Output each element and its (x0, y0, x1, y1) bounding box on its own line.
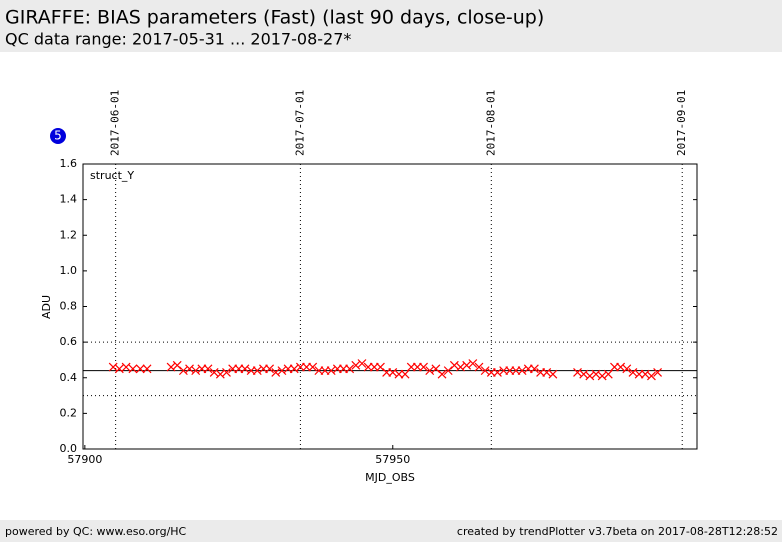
y-tick-label: 1.6 (60, 157, 78, 170)
data-point (468, 359, 478, 368)
data-point (135, 364, 145, 374)
data-point (622, 364, 632, 374)
data-point (542, 367, 552, 377)
data-point (351, 360, 361, 370)
data-point (653, 367, 663, 377)
x2-tick-label: 2017-07-01 (293, 90, 306, 156)
y-tick-label: 1.4 (60, 193, 78, 206)
data-point (203, 364, 213, 374)
data-point (178, 366, 188, 376)
y-axis-label: ADU (40, 295, 53, 319)
data-point (480, 366, 490, 376)
data-point (400, 369, 410, 379)
data-point (628, 367, 638, 377)
data-point (240, 364, 250, 374)
data-point (585, 371, 595, 381)
data-point (597, 371, 607, 381)
data-point (456, 362, 465, 372)
data-point (114, 364, 124, 374)
badge-label: 5 (54, 129, 62, 143)
x-axis-label: MJD_OBS (365, 471, 415, 484)
data-point (647, 371, 656, 381)
header-band (0, 0, 782, 52)
y-tick-label: 0.8 (60, 300, 78, 313)
data-point (357, 359, 367, 368)
data-point (142, 364, 152, 374)
data-point (215, 369, 225, 379)
x2-tick-label: 2017-06-01 (109, 90, 122, 156)
x-tick-label: 57900 (67, 453, 102, 466)
data-point (277, 366, 287, 376)
y-tick-label: 0.6 (60, 335, 78, 348)
footer-band (0, 520, 782, 542)
data-point (591, 369, 601, 379)
data-point (345, 364, 355, 374)
data-point (573, 367, 582, 377)
footer-right: created by trendPlotter v3.7beta on 2017… (457, 525, 778, 538)
data-point (425, 366, 435, 376)
data-point (326, 366, 336, 376)
data-point (419, 362, 428, 372)
y-tick-label: 1.0 (60, 264, 78, 277)
data-point (517, 366, 527, 376)
data-point (474, 362, 484, 372)
data-point (265, 364, 275, 374)
y-tick-label: 0.2 (60, 406, 78, 419)
chart-title: struct_Y (90, 169, 134, 182)
footer-left: powered by QC: www.eso.org/HC (5, 525, 187, 538)
data-point (548, 369, 558, 379)
data-point (462, 360, 472, 370)
badge-circle (50, 128, 66, 144)
data-point (108, 362, 118, 372)
data-point (603, 369, 613, 379)
data-point (166, 362, 176, 372)
data-point (252, 366, 262, 376)
y-tick-label: 0.4 (60, 371, 78, 384)
data-point (209, 367, 219, 377)
data-point (388, 367, 398, 377)
y-tick-label: 0.0 (60, 442, 78, 455)
data-point (616, 362, 626, 372)
data-point (271, 367, 281, 377)
data-point (493, 367, 502, 377)
data-point (128, 364, 138, 374)
page-title: GIRAFFE: BIAS parameters (Fast) (last 90… (5, 7, 544, 29)
plot-frame (82, 163, 698, 450)
y-tick-label: 1.2 (60, 228, 78, 241)
x2-tick-label: 2017-08-01 (484, 90, 497, 156)
x2-tick-label: 2017-09-01 (675, 90, 688, 156)
data-point (121, 362, 131, 372)
data-point (579, 369, 589, 379)
data-point (222, 367, 231, 377)
data-point (308, 362, 318, 372)
data-point (449, 360, 459, 370)
data-point (185, 364, 194, 374)
page-subtitle: QC data range: 2017-05-31 ... 2017-08-27… (5, 30, 351, 49)
data-point (529, 364, 539, 374)
data-point (640, 369, 650, 379)
data-point (289, 364, 299, 374)
data-point (437, 369, 447, 379)
x-tick-label: 57950 (375, 453, 410, 466)
data-point (191, 366, 201, 376)
